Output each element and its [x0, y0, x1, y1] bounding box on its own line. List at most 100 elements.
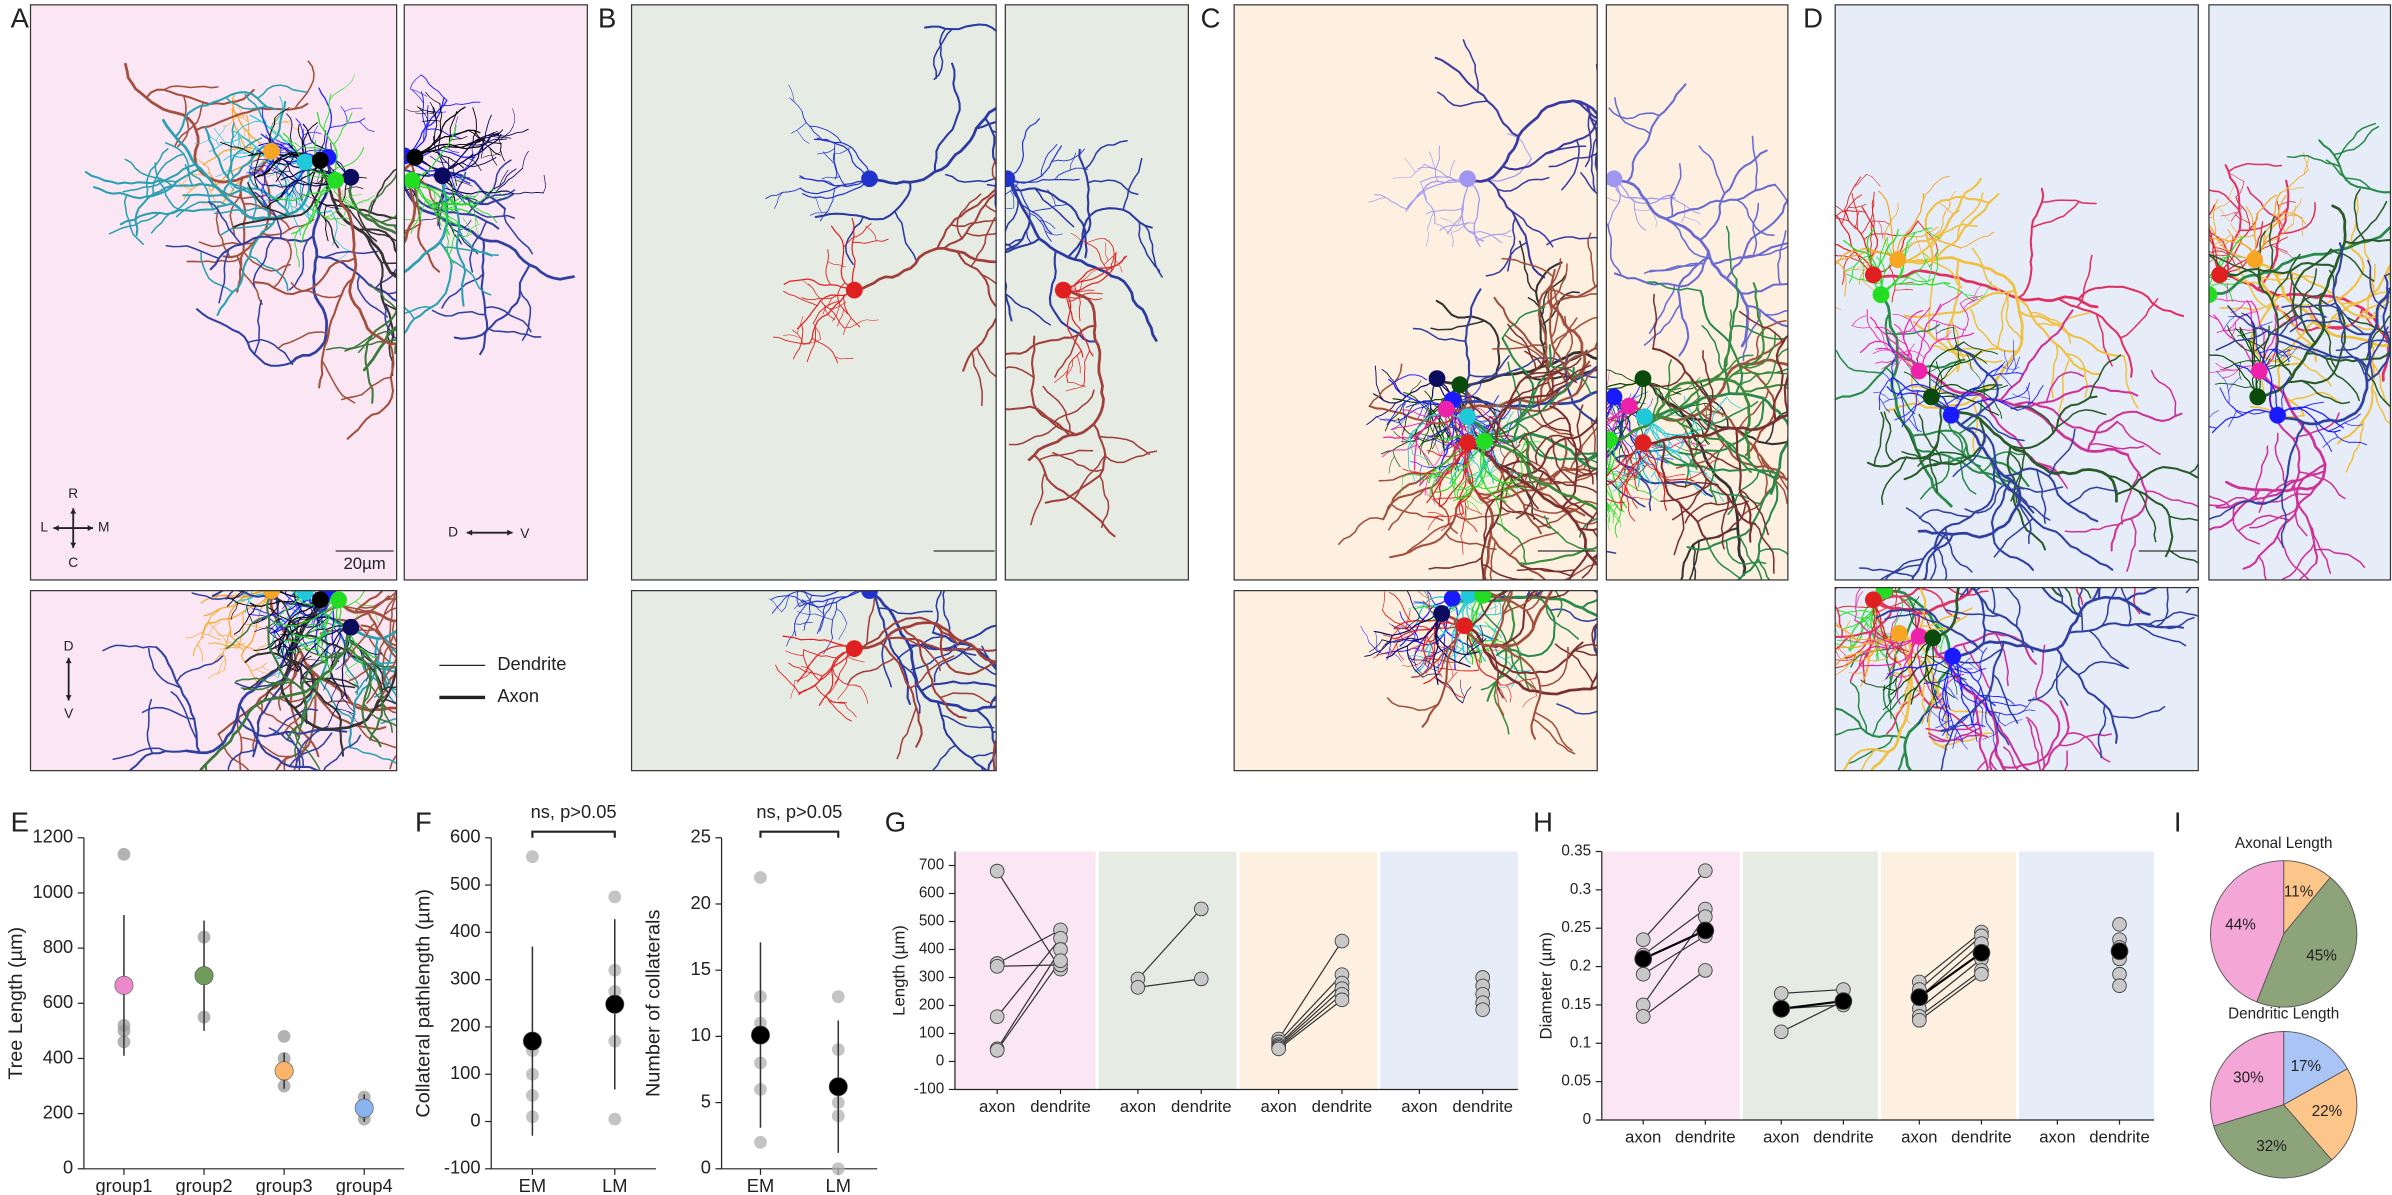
arrow-head [53, 525, 59, 532]
neurite [242, 590, 249, 597]
neurite [1491, 344, 1548, 350]
neurite [1634, 209, 1653, 211]
neurite [1066, 350, 1082, 383]
neurite [452, 167, 458, 186]
neurite [335, 657, 350, 670]
neurite [290, 590, 306, 594]
neurite [2344, 422, 2363, 426]
neurite [1005, 242, 1015, 250]
neurite [1622, 437, 1634, 453]
neuron-group [2208, 122, 2391, 580]
neurite [1952, 655, 1992, 717]
y-tick-label: 700 [919, 857, 944, 874]
neurite [200, 251, 234, 293]
neurite [409, 74, 422, 90]
neurite [1368, 639, 1383, 653]
neurite [1062, 252, 1117, 292]
x-tick-label: EM [747, 1175, 774, 1195]
neurite [1399, 625, 1416, 636]
neurite [444, 194, 467, 307]
neurite [2215, 362, 2233, 371]
neurite [1472, 395, 1499, 422]
neurite [1407, 603, 1426, 610]
neurite [194, 102, 309, 132]
neurite [1945, 685, 1959, 700]
neurite [464, 642, 470, 695]
neurite [2270, 348, 2288, 357]
neurite [1366, 402, 1396, 426]
neurite [1866, 806, 1880, 856]
neurite [801, 294, 838, 301]
neurite [1787, 367, 1788, 376]
neurite [814, 613, 833, 621]
neurite [1894, 289, 1914, 291]
neurite [1617, 655, 1665, 669]
neurite [405, 108, 424, 112]
neurite [992, 696, 997, 771]
neurite [490, 148, 498, 166]
neurite [2208, 426, 2218, 429]
neurite [2314, 419, 2333, 452]
neurite [2004, 719, 2023, 727]
neurite [1444, 532, 1497, 551]
neurite [843, 223, 872, 248]
neurite [1584, 112, 1592, 168]
neurite [165, 244, 220, 260]
neurite [772, 336, 810, 345]
neurite [936, 700, 989, 771]
neurite [1606, 501, 1616, 515]
neurite [1742, 383, 1788, 393]
neurite [1554, 643, 1594, 684]
neurite [1930, 223, 1978, 249]
y-tick-label: 0.2 [1570, 958, 1591, 975]
neurite [2211, 409, 2279, 434]
neurite [2208, 237, 2256, 261]
neurite [1742, 245, 1788, 259]
x-tick-label: axon [1401, 1097, 1437, 1116]
mean-point [1910, 988, 1929, 1007]
neurite [1404, 157, 1416, 173]
neurite [1646, 482, 1661, 494]
neurite [2272, 218, 2286, 233]
arrow-head [70, 542, 77, 548]
neurite [134, 183, 221, 237]
pie-title: Axonal Length [2235, 835, 2333, 852]
neurite [1835, 248, 1899, 266]
neurite [832, 667, 861, 688]
neurite [2168, 515, 2199, 521]
neurite [494, 580, 596, 624]
neurite [272, 238, 292, 289]
neurite [2289, 319, 2342, 333]
neurite [1843, 638, 1863, 644]
neurite [1882, 684, 1901, 738]
neurite [1880, 456, 1908, 506]
neurite [1900, 390, 1905, 428]
neurite [2222, 369, 2239, 379]
neurite [1612, 505, 1618, 524]
neurite [1903, 177, 1983, 264]
neurite [2232, 502, 2261, 545]
data-point [1193, 901, 1209, 917]
neurite [1860, 650, 1870, 687]
neurite [1466, 441, 1598, 566]
neurite [364, 306, 397, 404]
neurite [1967, 294, 1984, 305]
neurite [429, 155, 448, 163]
neurite [2220, 211, 2239, 217]
neurite [1917, 369, 2130, 457]
neurite [837, 282, 849, 315]
neurite [1418, 473, 1433, 487]
neurite [1574, 451, 1598, 457]
neurite [322, 734, 362, 771]
neurite [2219, 235, 2256, 247]
soma [404, 171, 421, 189]
neurite [446, 228, 455, 264]
neurite [248, 255, 289, 292]
neurite [1891, 671, 1909, 681]
neurite [331, 197, 397, 220]
neurite [1647, 657, 1653, 711]
neurite [359, 121, 375, 132]
neurite [1419, 473, 1438, 481]
neurite [2353, 188, 2366, 242]
data-point [989, 1042, 1005, 1058]
